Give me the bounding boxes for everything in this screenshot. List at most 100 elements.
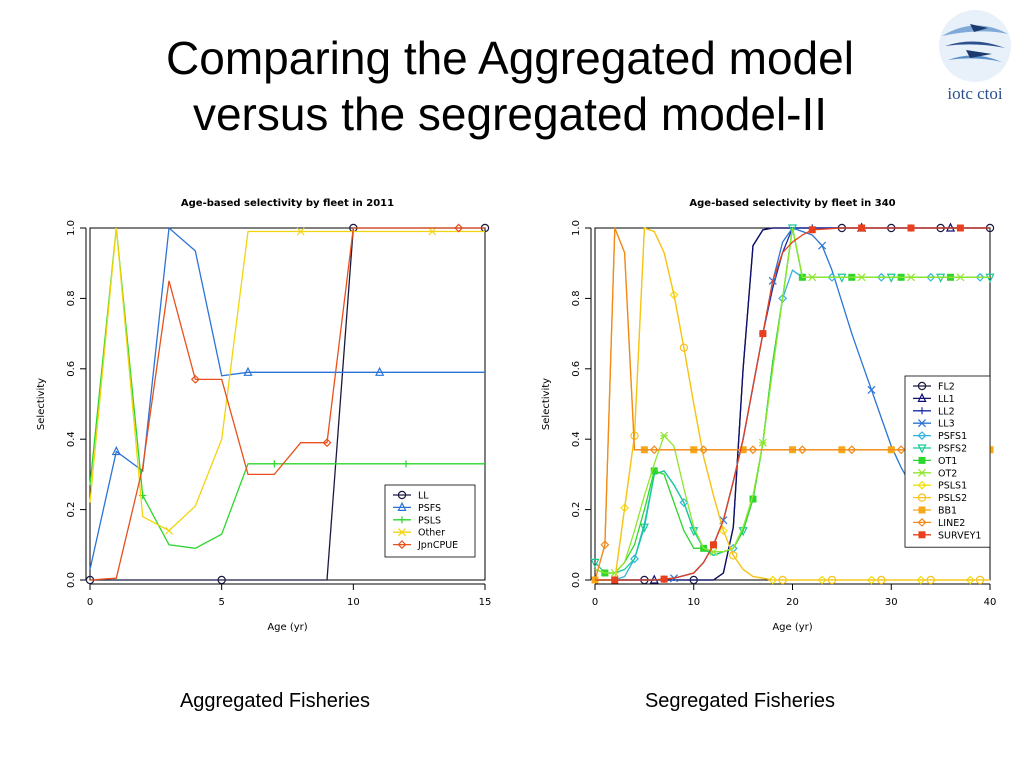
y-tick-label: 0.2: [66, 502, 77, 518]
chart-aggregated: Age-based selectivity by fleet in 2011 0 5…: [36, 198, 492, 633]
data-point: [858, 224, 866, 232]
data-point: [907, 224, 915, 232]
legend-swatch-marker: [917, 431, 927, 441]
legend-swatch-marker: [917, 493, 927, 502]
data-point: [867, 575, 876, 585]
data-point: [857, 273, 866, 282]
series-line: [89, 227, 485, 532]
data-point: [956, 224, 964, 232]
data-point: [965, 575, 975, 585]
data-point: [649, 445, 659, 455]
data-point: [650, 467, 658, 475]
data-point: [454, 223, 464, 233]
series-line: [89, 227, 485, 581]
data-point: [817, 575, 827, 585]
data-point: [710, 541, 717, 549]
data-point: [758, 438, 767, 447]
data-point: [926, 272, 936, 282]
legend-label: PSLS1: [938, 481, 967, 492]
series-other: [89, 227, 485, 535]
data-point: [190, 374, 200, 384]
series-line: [89, 227, 485, 549]
legend-swatch-marker: [917, 419, 927, 428]
legend-swatch-marker: [917, 381, 927, 391]
data-point: [926, 575, 935, 585]
logo-text: iotc ctoi: [947, 84, 1003, 103]
slide-title-line-1: Comparing the Aggregated model: [166, 32, 854, 84]
y-tick-label: 0.4: [66, 431, 77, 447]
data-point: [679, 343, 689, 352]
legend-label: Other: [418, 528, 445, 539]
data-point: [748, 445, 758, 455]
data-point: [660, 431, 669, 440]
legend-swatch-marker: [917, 480, 927, 490]
legend-label: PSLS: [418, 515, 441, 526]
data-point: [818, 241, 827, 250]
x-tick-label: 10: [687, 597, 700, 608]
legend-swatch-marker: [397, 528, 407, 537]
legend-box: [384, 484, 476, 558]
y-tick-label: 1.0: [66, 220, 77, 236]
data-point: [896, 445, 906, 455]
legend-swatch-marker: [397, 501, 407, 511]
data-point: [759, 330, 767, 338]
data-point: [375, 366, 385, 376]
legend-label: BB1: [938, 506, 957, 517]
y-tick-label: 0.8: [571, 290, 582, 306]
data-point: [611, 576, 619, 584]
legend-label: PSFS2: [938, 444, 967, 455]
legend-label: FL2: [938, 382, 955, 393]
x-tick-label: 40: [984, 597, 997, 608]
y-tick-label: 1.0: [571, 220, 582, 236]
x-axis-label: Age (yr): [772, 622, 812, 633]
slide-title-line-2: versus the segregated model-II: [192, 88, 828, 140]
series-psfs: [89, 226, 485, 570]
x-tick-label: 0: [592, 597, 598, 608]
series-ot2: [594, 227, 990, 577]
y-tick-label: 0.6: [571, 361, 582, 377]
legend-label: LL2: [938, 406, 955, 417]
legend-label: JpnCPUE: [417, 540, 458, 551]
data-point: [797, 445, 807, 455]
legend-label: PSFS1: [938, 431, 967, 442]
data-point: [916, 575, 926, 585]
data-point: [660, 575, 668, 583]
data-point: [639, 523, 649, 533]
legend-swatch-marker: [917, 468, 927, 477]
data-point: [217, 575, 226, 585]
y-tick-label: 0.6: [66, 361, 77, 377]
legend-swatch-marker: [397, 540, 407, 550]
data-point: [876, 272, 886, 282]
x-tick-label: 15: [479, 597, 492, 608]
legend-swatch-marker: [397, 490, 407, 500]
legend-label: LL3: [938, 419, 955, 430]
legend-label: PSFS: [418, 503, 441, 514]
x-axis-label: Age (yr): [267, 622, 307, 633]
legend-label: LL1: [938, 394, 955, 405]
data-point: [428, 227, 437, 236]
data-point: [111, 445, 121, 456]
chart-segregated: Age-based selectivity by fleet in 340 0 10…: [541, 198, 997, 633]
data-point: [679, 498, 689, 508]
data-point: [402, 460, 410, 468]
data-point: [827, 575, 837, 585]
data-point: [243, 366, 253, 376]
data-point: [787, 224, 798, 234]
data-point: [975, 272, 985, 282]
data-point: [270, 460, 278, 468]
series-line: [595, 227, 990, 581]
data-point: [827, 272, 837, 282]
x-tick-label: 0: [87, 597, 93, 608]
data-point: [906, 273, 916, 282]
x-tick-label: 30: [885, 597, 898, 608]
data-point: [600, 540, 610, 550]
legend-swatch-marker: [917, 392, 927, 402]
series-psls2: [595, 227, 990, 585]
data-point: [808, 226, 816, 234]
legend-swatch-marker: [917, 517, 927, 527]
y-tick-label: 0.2: [571, 502, 582, 518]
legend-label: OT2: [938, 468, 957, 479]
data-point: [729, 551, 738, 560]
data-point: [630, 554, 639, 564]
